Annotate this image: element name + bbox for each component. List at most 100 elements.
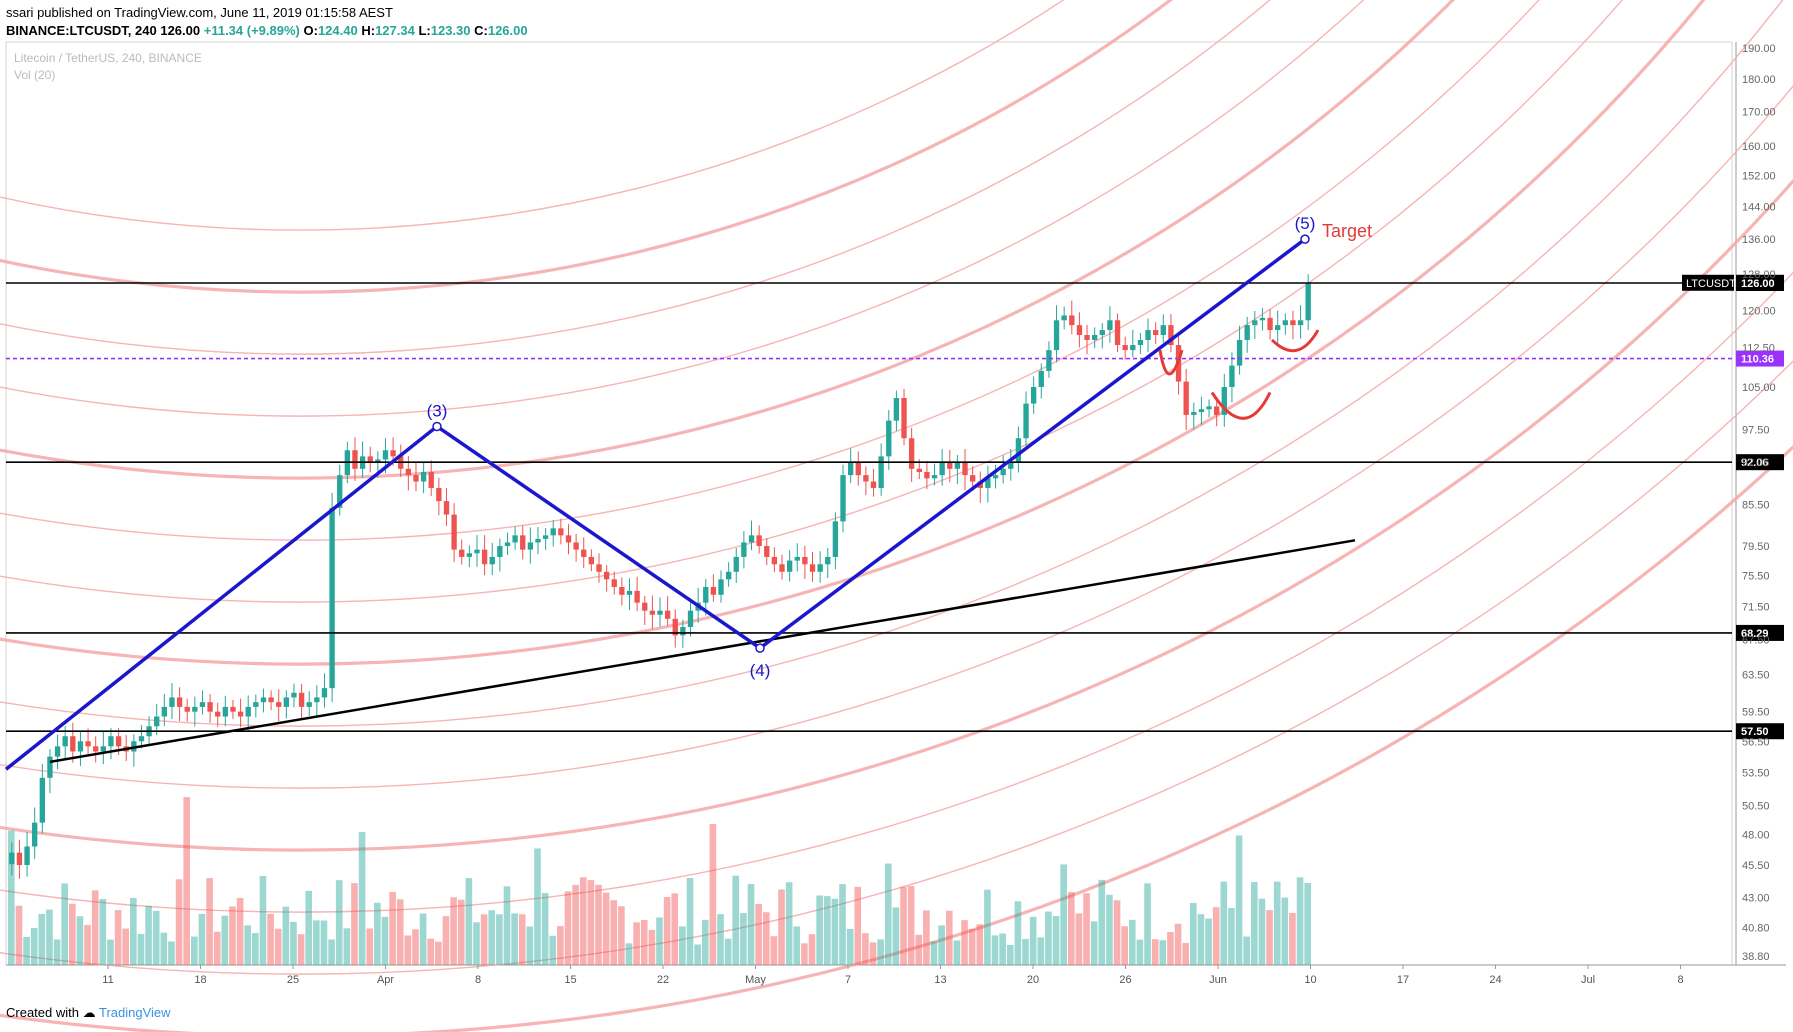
volume-bar [130,897,137,965]
candle-body [161,706,167,717]
candle-body [741,542,747,557]
candle-body [1107,320,1113,331]
volume-bar [976,924,984,965]
y-tick-label: 71.50 [1742,602,1770,614]
volume-bar [1106,894,1113,965]
volume-bar [610,900,618,965]
candle-body [497,546,503,557]
candle-body [962,462,968,476]
candle-body [47,756,53,778]
volume-bar [694,944,701,965]
volume-bar [778,889,785,965]
y-tick-label: 45.50 [1742,860,1770,872]
volume-bar [1151,939,1159,965]
volume-bar [183,797,191,965]
price-change: +11.34 (+9.89%) [203,23,300,38]
volume-bar [625,943,633,965]
candle-body [931,475,938,479]
y-tick-label: 85.50 [1742,499,1770,511]
candle-body [489,556,495,565]
fan-arc [0,360,1793,975]
candle-body [466,553,473,557]
fan-arc [0,0,1065,231]
candle-body [428,471,434,488]
candle-body [1198,409,1205,413]
candle-body [1259,317,1266,321]
volume-bar [1045,911,1052,965]
volume-bar [244,925,252,965]
volume-bar [107,939,114,965]
volume-bar [351,883,358,965]
volume-bar [496,914,503,965]
volume-bar [1258,898,1266,965]
y-tick-label: 160.00 [1742,141,1776,153]
wave-label: (4) [750,661,771,680]
volume-bar [366,928,374,965]
candle-body [1168,325,1174,346]
candle-body [481,549,488,565]
candle-body [443,501,450,515]
candle-body [596,564,602,572]
volume-bar [213,931,221,965]
volume-bar [8,830,15,965]
tradingview-brand-link[interactable]: TradingView [99,1005,171,1020]
volume-bar [1281,897,1289,965]
volume-bar [679,926,686,965]
volume-bar [671,893,679,965]
target-annotation: Target [1322,221,1372,241]
y-tick-label: 79.50 [1742,541,1770,553]
candle-body [809,564,816,572]
plot-area [5,41,1733,966]
candle-body [1099,330,1105,336]
candle-body [32,822,38,847]
fan-arc [0,0,1540,541]
open-label: O: [303,23,318,38]
y-tick-label: 40.80 [1742,922,1770,934]
candle-body [603,571,610,580]
last-price-label: 126.00 [1741,278,1775,290]
volume-bar [374,902,381,965]
volume-bar [884,863,892,965]
fan-arc [0,0,1784,727]
candle-body [169,697,175,707]
volume-bar [709,823,717,965]
candle-body [825,556,831,565]
candle-body [847,462,854,476]
volume-bar [1205,918,1212,965]
volume-bar [61,883,69,965]
candle-body [1084,335,1090,340]
volume-bar [1296,877,1304,965]
y-tick-label: 97.50 [1742,424,1770,436]
author-name[interactable]: ssari [6,5,34,20]
close-value: 126.00 [487,23,528,38]
y-tick-label: 190.00 [1742,43,1776,55]
candle-body [100,746,106,752]
volume-bar [854,886,862,965]
candle-body [1290,320,1296,326]
candle-body [24,846,30,866]
y-tick-label: 56.50 [1742,736,1770,748]
volume-bar [267,913,274,965]
candle-body [283,697,290,707]
y-tick-label: 48.00 [1742,829,1770,841]
x-tick-label: 10 [1304,974,1316,986]
volume-bar [755,903,762,965]
candle-body [581,549,587,557]
volume-bar [1250,882,1258,965]
volume-bar [191,936,198,965]
volume-bar [877,939,884,965]
volume-bar [1266,910,1273,965]
volume-bar [831,898,839,965]
y-tick-label: 59.50 [1742,707,1770,719]
volume-bar [534,848,541,965]
volume-bar [686,878,694,965]
volume-bar [99,898,107,965]
candle-body [520,535,526,550]
symbol-chip-label: LTCUSDT [1686,278,1736,290]
volume-bar [801,943,808,965]
candle-body [1244,325,1250,340]
wave-label: (5) [1295,214,1316,233]
candle-body [870,481,877,488]
